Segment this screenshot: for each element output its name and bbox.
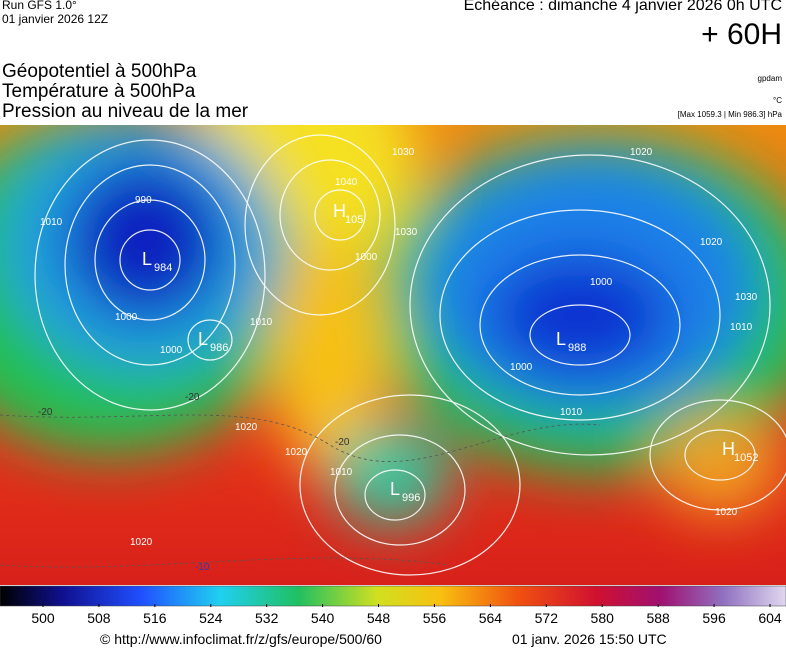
unit: gpdam	[757, 74, 782, 83]
run-date: 01 janvier 2026 12Z	[2, 12, 109, 26]
isobar-label: 1020	[700, 237, 723, 248]
isobar-label: 1020	[715, 507, 738, 518]
generated: 01 janv. 2026 15:50 UTC	[512, 631, 667, 647]
colorbar-label: 532	[255, 610, 279, 625]
isotherm-label: -20	[185, 392, 200, 403]
isobar-label: 1010	[40, 217, 63, 228]
isobar-label: 1030	[395, 227, 418, 238]
run: Run GFS 1.0°	[2, 0, 77, 12]
isobar-label: 1000	[355, 252, 378, 263]
center-value: 988	[568, 342, 586, 354]
center-symbol: L	[556, 329, 566, 349]
center-symbol: L	[390, 479, 400, 499]
isobar-label: 1020	[235, 422, 258, 433]
colorbar-label: 596	[702, 610, 726, 625]
center-value: 105	[345, 214, 363, 226]
source-url: © http://www.infoclimat.fr/z/gfs/europe/…	[100, 631, 382, 647]
colorbar-label: 548	[367, 610, 391, 625]
isobar-label: 1020	[130, 537, 153, 548]
title: Pression au niveau de la mer	[2, 101, 249, 122]
isotherm-label: -20	[38, 407, 53, 418]
isobar-label: 1010	[250, 317, 273, 328]
colorbar-label: 508	[87, 610, 111, 625]
center-symbol: H	[722, 439, 735, 459]
colorbar-label: 524	[199, 610, 223, 625]
center-value: 986	[210, 342, 228, 354]
isobar-label: 1000	[115, 312, 138, 323]
center-symbol: L	[198, 329, 208, 349]
center-value: 984	[154, 262, 172, 274]
colorbar-label: 580	[591, 610, 615, 625]
isotherm-label: -20	[335, 437, 350, 448]
center-value: 1052	[734, 452, 758, 464]
unit: [Max 1059.3 | Min 986.3] hPa	[677, 110, 782, 119]
isobar-label: 1030	[392, 147, 415, 158]
isobar-label: 1010	[560, 407, 583, 418]
center-symbol: H	[333, 201, 346, 221]
title: Température à 500hPa	[2, 81, 196, 102]
colorbar-label: 588	[646, 610, 670, 625]
colorbar-label: 564	[479, 610, 503, 625]
colorbar-label: 500	[31, 610, 55, 625]
isobar-label: 1000	[510, 362, 533, 373]
isobar-label: 1030	[735, 292, 758, 303]
unit: °C	[773, 96, 782, 105]
isobar-label: 1010	[330, 467, 353, 478]
colorbar-label: 540	[311, 610, 335, 625]
isobar-label: 1000	[590, 277, 613, 288]
colorbar-label: 516	[143, 610, 167, 625]
isotherm-label: -10	[195, 562, 210, 573]
center-value: 996	[402, 492, 420, 504]
center-symbol: L	[142, 249, 152, 269]
lead-time: + 60H	[701, 18, 782, 51]
isobar-label: 1000	[160, 345, 183, 356]
colorbar-label: 556	[423, 610, 447, 625]
isobar-label: 1020	[285, 447, 308, 458]
valid-time: Echéance : dimanche 4 janvier 2026 0h UT…	[463, 0, 782, 14]
isobar-label: 1040	[335, 177, 358, 188]
title: Géopotentiel à 500hPa	[2, 61, 197, 82]
isobar-label: 1010	[730, 322, 753, 333]
isobar-label: 1020	[630, 147, 653, 158]
colorbar-label: 604	[758, 610, 782, 625]
isobar-label: 990	[135, 195, 152, 206]
colorbar: 500 508 516 524 532 540 548 556 564 572 580 588 596 6…	[0, 585, 786, 625]
colorbar-label: 572	[535, 610, 559, 625]
